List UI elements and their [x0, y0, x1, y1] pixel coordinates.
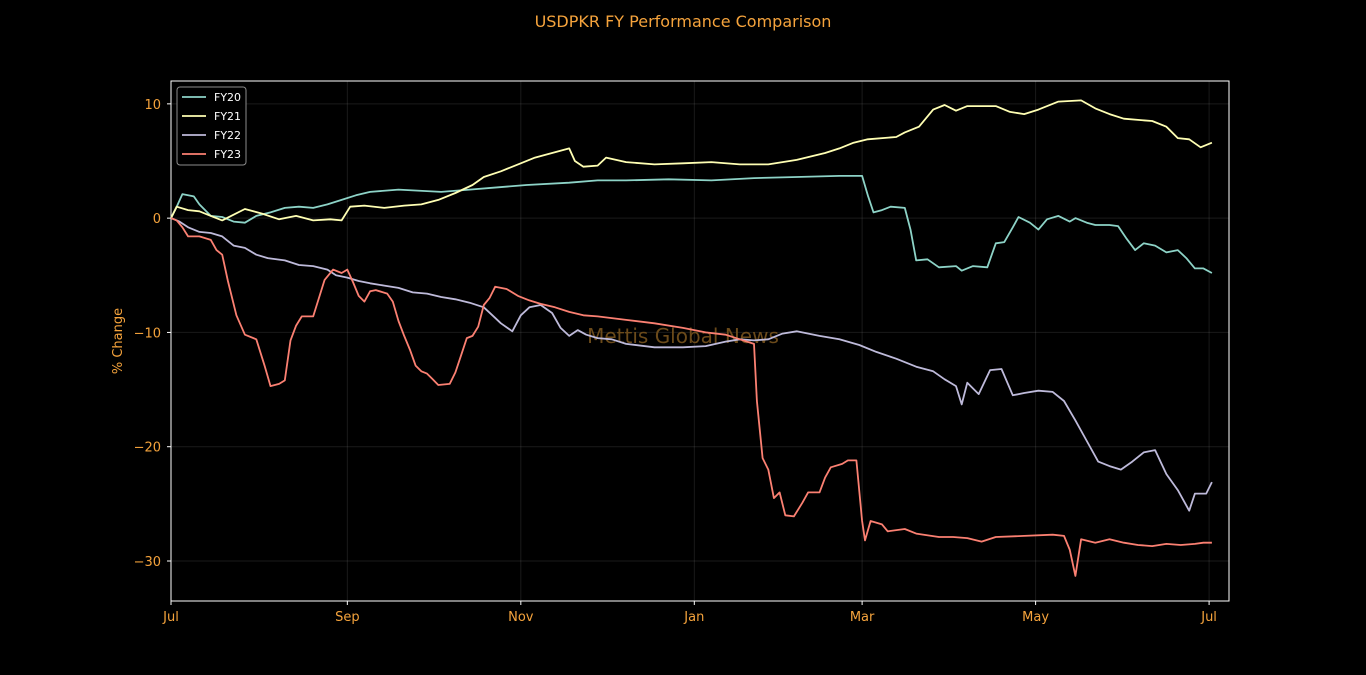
x-tick-label: Sep — [335, 610, 360, 625]
legend-box — [176, 86, 247, 166]
series-line-fy23 — [170, 217, 1212, 577]
x-axis: Jul Sep Nov Jan Mar May Jul — [162, 601, 1217, 625]
series-line-fy20 — [170, 175, 1213, 274]
y-tick-label: 0 — [153, 212, 161, 227]
y-tick-label: −20 — [134, 441, 161, 456]
x-tick-label: Jul — [1200, 610, 1217, 625]
legend-label-fy23: FY23 — [214, 148, 241, 161]
y-axis-label: % Change — [111, 308, 126, 374]
x-tick-label: May — [1022, 610, 1049, 625]
chart-title: USDPKR FY Performance Comparison — [535, 12, 832, 31]
x-tick-label: Jan — [683, 610, 704, 625]
series-lines — [170, 99, 1213, 577]
legend-label-fy20: FY20 — [214, 91, 241, 104]
series-line-fy21 — [170, 99, 1213, 222]
y-tick-label: −10 — [134, 326, 161, 341]
plot-area: Mettis Global News — [170, 80, 1230, 602]
legend-label-fy22: FY22 — [214, 129, 241, 142]
x-tick-label: Jul — [162, 610, 179, 625]
legend: FY20 FY21 FY22 FY23 — [176, 86, 247, 166]
y-tick-label: 10 — [144, 98, 161, 113]
x-tick-label: Mar — [850, 610, 875, 625]
y-tick-label: −30 — [134, 555, 161, 570]
legend-label-fy21: FY21 — [214, 110, 241, 123]
plot-frame — [170, 80, 1230, 602]
y-axis: 10 0 −10 −20 −30 — [134, 98, 171, 570]
x-tick-label: Nov — [508, 610, 534, 625]
